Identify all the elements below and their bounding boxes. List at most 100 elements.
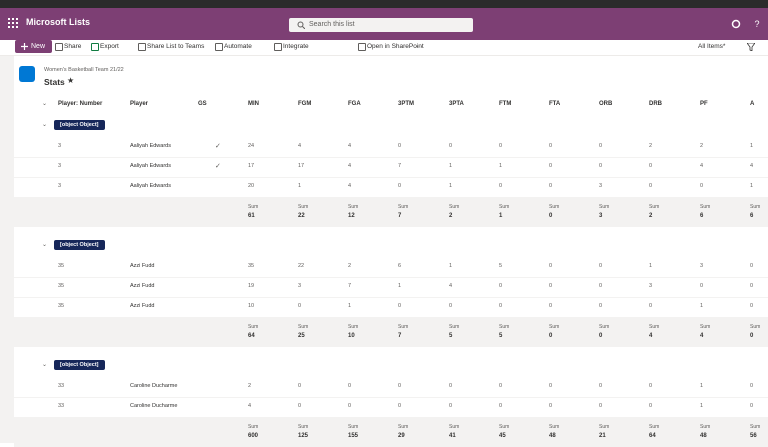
sum-row — [14, 317, 768, 347]
stat-cell: 4 — [449, 283, 453, 289]
help-icon[interactable]: ? — [752, 19, 762, 29]
sum-value: 6 — [700, 213, 704, 219]
stat-cell: 0 — [599, 283, 603, 289]
new-button[interactable]: New — [15, 40, 52, 53]
app-title: Microsoft Lists — [26, 17, 91, 27]
stat-cell: 17 — [298, 163, 305, 169]
sum-label: Sum — [248, 204, 259, 210]
command-item[interactable]: Open in SharePoint — [367, 43, 424, 50]
sum-value: 41 — [449, 433, 456, 439]
command-icon — [215, 43, 223, 51]
sum-value: 29 — [398, 433, 405, 439]
sum-label: Sum — [499, 424, 510, 430]
stat-cell: 0 — [499, 403, 503, 409]
column-header[interactable]: FTM — [499, 101, 512, 107]
stat-cell: 0 — [499, 283, 503, 289]
chevron: ⌄ — [42, 101, 48, 107]
player-name: Aaliyah Edwards — [130, 183, 171, 189]
sum-value: 48 — [700, 433, 707, 439]
stat-cell: 0 — [549, 183, 553, 189]
sum-label: Sum — [649, 324, 660, 330]
command-icon — [138, 43, 146, 51]
sum-value: 61 — [248, 213, 255, 219]
more-button[interactable]: ··· — [416, 43, 423, 50]
stat-cell: 1 — [449, 183, 453, 189]
settings-icon[interactable] — [731, 19, 741, 29]
sum-value: 600 — [248, 433, 259, 439]
sum-row — [14, 197, 768, 227]
sum-label: Sum — [700, 204, 711, 210]
sum-label: Sum — [750, 324, 761, 330]
column-header[interactable]: 3PTM — [398, 101, 415, 107]
group-label: [object Object] — [54, 360, 105, 370]
stat-cell: 0 — [599, 263, 603, 269]
column-header[interactable]: Player: Number — [58, 101, 103, 107]
command-item[interactable]: Integrate — [283, 43, 309, 50]
stat-cell: 2 — [248, 383, 252, 389]
stat-cell: 4 — [348, 143, 352, 149]
filter-icon[interactable] — [747, 43, 755, 51]
favorite-star[interactable]: ★ — [67, 76, 75, 85]
stat-cell: 1 — [700, 303, 704, 309]
command-item[interactable]: Export — [100, 43, 119, 50]
command-item[interactable]: Share — [64, 43, 82, 50]
search-box[interactable]: Search this list — [289, 18, 473, 32]
sum-label: Sum — [599, 324, 610, 330]
sum-value: 12 — [348, 213, 355, 219]
column-header[interactable]: FTA — [549, 101, 561, 107]
column-header[interactable]: FGA — [348, 101, 361, 107]
stat-cell: 0 — [398, 403, 402, 409]
sum-label: Sum — [750, 204, 761, 210]
group-chevron[interactable]: ⌄ — [42, 362, 48, 368]
player-number: 33 — [58, 403, 65, 409]
group-chevron[interactable]: ⌄ — [42, 122, 48, 128]
sum-row — [14, 417, 768, 447]
stat-cell: 0 — [499, 143, 503, 149]
command-icon — [55, 43, 63, 51]
column-header[interactable]: Player — [130, 101, 149, 107]
command-item[interactable]: Automate — [224, 43, 252, 50]
left-gutter — [0, 56, 14, 443]
stat-cell: 0 — [549, 263, 553, 269]
list-icon — [19, 66, 35, 82]
column-header[interactable]: PF — [700, 101, 708, 107]
stat-cell: 1 — [750, 183, 754, 189]
waffle-icon[interactable] — [8, 18, 18, 28]
command-item[interactable]: Share List to Teams — [147, 43, 205, 50]
stat-cell: 0 — [449, 403, 453, 409]
stat-cell: 0 — [649, 303, 653, 309]
view-selector[interactable]: All Items* — [698, 43, 726, 50]
stat-cell: 1 — [649, 263, 653, 269]
stat-cell: 2 — [700, 143, 704, 149]
sum-label: Sum — [398, 424, 409, 430]
column-header[interactable]: 3PTA — [449, 101, 464, 107]
sum-value: 48 — [549, 433, 556, 439]
column-header[interactable]: GS — [198, 101, 207, 107]
column-header[interactable]: DRB — [649, 101, 662, 107]
stat-cell: 0 — [449, 143, 453, 149]
sum-value: 3 — [599, 213, 603, 219]
column-header[interactable]: ORB — [599, 101, 613, 107]
sum-label: Sum — [449, 204, 460, 210]
stat-cell: 0 — [499, 383, 503, 389]
stat-cell: 2 — [649, 143, 653, 149]
group-chevron[interactable]: ⌄ — [42, 242, 48, 248]
command-bar — [0, 40, 768, 56]
stat-cell: 1 — [449, 163, 453, 169]
stat-cell: 1 — [700, 403, 704, 409]
column-header[interactable]: FGM — [298, 101, 312, 107]
sum-label: Sum — [649, 204, 660, 210]
column-header[interactable]: A — [750, 101, 755, 107]
svg-text:?: ? — [754, 19, 759, 29]
command-icon — [91, 43, 99, 51]
player-number: 35 — [58, 283, 65, 289]
stat-cell: 7 — [398, 163, 402, 169]
row-divider — [14, 157, 768, 158]
player-name: Azzi Fudd — [130, 263, 155, 269]
site-name: Women's Basketball Team 21/22 — [44, 67, 124, 73]
stat-cell: 1 — [700, 383, 704, 389]
stat-cell: 4 — [248, 403, 252, 409]
column-header[interactable]: MIN — [248, 101, 259, 107]
stat-cell: 0 — [348, 383, 352, 389]
sum-value: 0 — [549, 213, 553, 219]
